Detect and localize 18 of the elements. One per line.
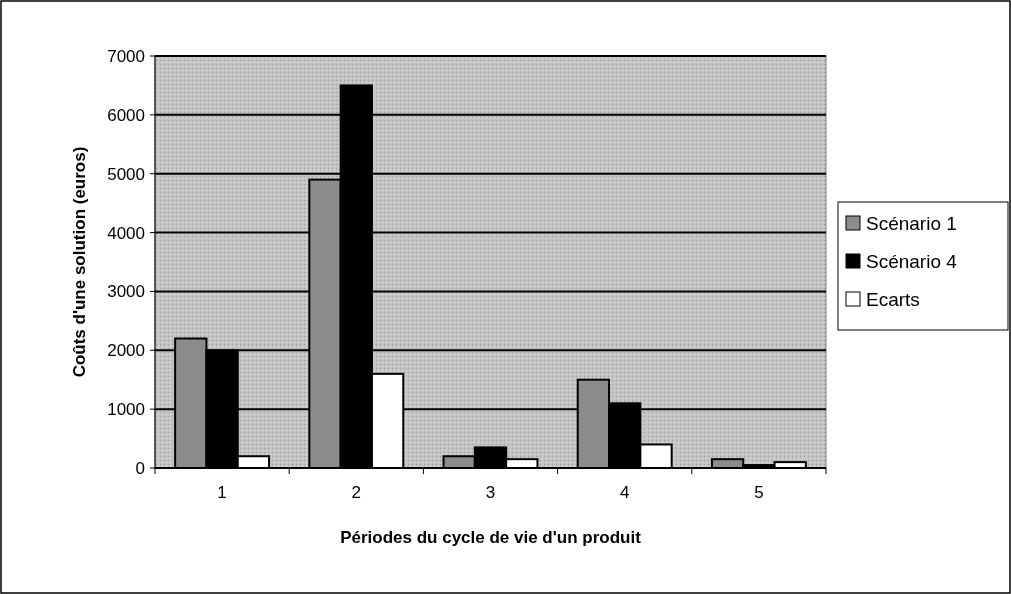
y-tick-label: 6000 bbox=[107, 105, 145, 125]
x-tick-label: 5 bbox=[754, 483, 764, 502]
y-tick-label: 7000 bbox=[107, 46, 145, 66]
y-tick-label: 4000 bbox=[107, 223, 145, 243]
y-tick-label: 0 bbox=[135, 458, 145, 478]
y-axis-title: Coûts d'une solution (euros) bbox=[70, 146, 89, 378]
y-tick-label: 2000 bbox=[107, 341, 145, 361]
legend-label: Scénario 1 bbox=[866, 212, 957, 234]
legend-label: Scénario 4 bbox=[866, 250, 958, 272]
y-tick-label: 3000 bbox=[107, 282, 145, 302]
x-tick-label: 4 bbox=[619, 483, 630, 502]
y-tick-label: 1000 bbox=[107, 400, 145, 420]
x-tick-label: 1 bbox=[217, 483, 227, 502]
x-tick-label: 3 bbox=[485, 483, 496, 502]
legend-label: Ecarts bbox=[866, 288, 920, 310]
x-tick-label: 2 bbox=[351, 483, 362, 502]
y-tick-label: 5000 bbox=[107, 164, 145, 184]
x-axis-title: Périodes du cycle de vie d'un produit bbox=[340, 528, 642, 547]
